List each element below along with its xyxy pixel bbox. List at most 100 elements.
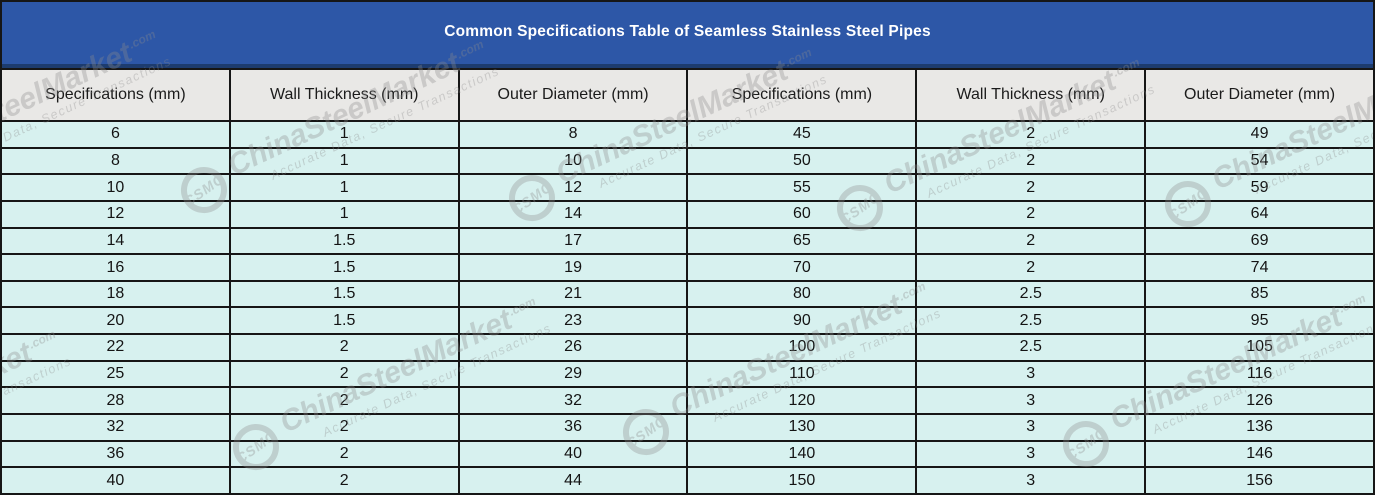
column-header: Wall Thickness (mm) <box>915 68 1147 122</box>
table-cell: 32 <box>0 413 231 442</box>
table-cell: 20 <box>0 306 231 336</box>
header-row: Specifications (mm) Wall Thickness (mm) Ou… <box>0 68 1375 122</box>
table-cell: 1.5 <box>228 226 460 256</box>
table-cell: 22 <box>0 333 231 362</box>
table-cell: 85 <box>1144 279 1375 309</box>
table-row: 18 1.5 21 80 2.5 85 <box>0 279 1375 309</box>
table-cell: 18 <box>0 279 231 309</box>
table-cell: 28 <box>0 386 231 416</box>
table-cell: 74 <box>1144 253 1375 282</box>
table-cell: 40 <box>0 466 231 495</box>
table-cell: 2 <box>228 439 460 469</box>
table-container: Specifications (mm) Wall Thickness (mm) Ou… <box>0 68 1375 495</box>
table-cell: 36 <box>457 413 689 442</box>
table-cell: 17 <box>457 226 689 256</box>
table-cell: 105 <box>1144 333 1375 362</box>
table-cell: 44 <box>457 466 689 495</box>
page-title: Common Specifications Table of Seamless … <box>0 0 1375 68</box>
table-cell: 36 <box>0 439 231 469</box>
table-cell: 1 <box>228 146 460 176</box>
table-cell: 110 <box>686 359 918 389</box>
table-cell: 3 <box>915 439 1147 469</box>
table-cell: 80 <box>686 279 918 309</box>
table-body: 6 1 8 45 2 49 8 1 10 50 2 54 10 1 12 55 2 59 12 1 14 60 2 64 14 1… <box>0 120 1375 495</box>
table-cell: 8 <box>0 146 231 176</box>
table-cell: 49 <box>1144 120 1375 149</box>
table-cell: 54 <box>1144 146 1375 176</box>
table-cell: 25 <box>0 359 231 389</box>
table-cell: 2.5 <box>915 306 1147 336</box>
table-cell: 2 <box>915 253 1147 282</box>
table-cell: 3 <box>915 386 1147 416</box>
table-row: 22 2 26 100 2.5 105 <box>0 333 1375 362</box>
table-cell: 32 <box>457 386 689 416</box>
table-row: 20 1.5 23 90 2.5 95 <box>0 306 1375 336</box>
table-cell: 2 <box>915 146 1147 176</box>
specifications-table: Specifications (mm) Wall Thickness (mm) Ou… <box>0 68 1375 495</box>
table-cell: 116 <box>1144 359 1375 389</box>
table-cell: 90 <box>686 306 918 336</box>
table-cell: 1.5 <box>228 306 460 336</box>
table-cell: 100 <box>686 333 918 362</box>
table-cell: 3 <box>915 413 1147 442</box>
table-row: 16 1.5 19 70 2 74 <box>0 253 1375 282</box>
table-cell: 1 <box>228 199 460 229</box>
table-cell: 29 <box>457 359 689 389</box>
table-cell: 2 <box>228 386 460 416</box>
table-row: 8 1 10 50 2 54 <box>0 146 1375 176</box>
table-cell: 156 <box>1144 466 1375 495</box>
table-cell: 2 <box>915 199 1147 229</box>
table-cell: 2 <box>228 333 460 362</box>
table-cell: 64 <box>1144 199 1375 229</box>
table-cell: 55 <box>686 173 918 202</box>
table-cell: 69 <box>1144 226 1375 256</box>
table-row: 36 2 40 140 3 146 <box>0 439 1375 469</box>
table-cell: 45 <box>686 120 918 149</box>
table-cell: 146 <box>1144 439 1375 469</box>
table-cell: 19 <box>457 253 689 282</box>
table-cell: 6 <box>0 120 231 149</box>
table-cell: 14 <box>0 226 231 256</box>
table-cell: 126 <box>1144 386 1375 416</box>
table-cell: 50 <box>686 146 918 176</box>
table-cell: 1.5 <box>228 279 460 309</box>
column-header: Wall Thickness (mm) <box>228 68 460 122</box>
table-cell: 16 <box>0 253 231 282</box>
table-row: 12 1 14 60 2 64 <box>0 199 1375 229</box>
table-cell: 12 <box>457 173 689 202</box>
table-cell: 1 <box>228 173 460 202</box>
table-row: 6 1 8 45 2 49 <box>0 120 1375 149</box>
table-cell: 2 <box>915 226 1147 256</box>
table-row: 25 2 29 110 3 116 <box>0 359 1375 389</box>
table-cell: 2 <box>228 413 460 442</box>
table-row: 28 2 32 120 3 126 <box>0 386 1375 416</box>
table-cell: 2.5 <box>915 333 1147 362</box>
table-cell: 60 <box>686 199 918 229</box>
table-cell: 8 <box>457 120 689 149</box>
table-cell: 150 <box>686 466 918 495</box>
table-cell: 65 <box>686 226 918 256</box>
table-cell: 2 <box>915 173 1147 202</box>
table-cell: 59 <box>1144 173 1375 202</box>
table-cell: 2 <box>915 120 1147 149</box>
column-header: Outer Diameter (mm) <box>1144 68 1375 122</box>
table-cell: 2 <box>228 466 460 495</box>
table-row: 14 1.5 17 65 2 69 <box>0 226 1375 256</box>
table-cell: 1 <box>228 120 460 149</box>
table-cell: 2.5 <box>915 279 1147 309</box>
table-cell: 23 <box>457 306 689 336</box>
table-row: 40 2 44 150 3 156 <box>0 466 1375 495</box>
table-cell: 136 <box>1144 413 1375 442</box>
table-cell: 1.5 <box>228 253 460 282</box>
table-row: 10 1 12 55 2 59 <box>0 173 1375 202</box>
table-cell: 40 <box>457 439 689 469</box>
table-cell: 2 <box>228 359 460 389</box>
table-cell: 140 <box>686 439 918 469</box>
table-cell: 120 <box>686 386 918 416</box>
table-cell: 3 <box>915 359 1147 389</box>
table-cell: 21 <box>457 279 689 309</box>
table-cell: 3 <box>915 466 1147 495</box>
table-header: Specifications (mm) Wall Thickness (mm) Ou… <box>0 68 1375 122</box>
column-header: Specifications (mm) <box>0 68 231 122</box>
